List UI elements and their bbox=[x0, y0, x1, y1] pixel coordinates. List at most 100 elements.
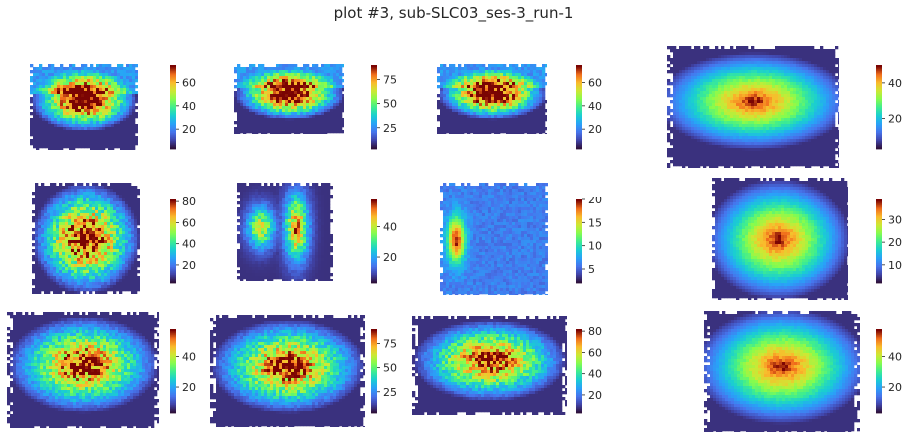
heatmap-cell bbox=[781, 88, 785, 92]
heatmap-cell bbox=[805, 94, 809, 98]
heatmap-cell bbox=[126, 121, 130, 125]
heatmap-cell bbox=[66, 142, 70, 146]
heatmap-cell bbox=[533, 85, 537, 89]
heatmap-cell bbox=[727, 64, 731, 68]
heatmap-cell bbox=[108, 136, 112, 140]
colorbar-tick-label: 40 bbox=[182, 100, 196, 113]
heatmap-cell bbox=[285, 85, 289, 89]
heatmap-cell bbox=[787, 115, 791, 119]
heatmap-cell bbox=[45, 73, 49, 77]
heatmap-cell bbox=[488, 64, 492, 68]
heatmap-cell bbox=[120, 82, 124, 86]
heatmap-cell bbox=[267, 109, 271, 113]
heatmap-cell bbox=[497, 103, 501, 107]
heatmap-cell bbox=[793, 151, 797, 155]
heatmap-cell bbox=[736, 145, 740, 149]
heatmap-cell bbox=[72, 106, 76, 110]
heatmap-cell bbox=[700, 88, 704, 92]
heatmap-cell bbox=[784, 49, 788, 53]
heatmap-cell bbox=[51, 73, 55, 77]
colorbar-tick-label: 60 bbox=[588, 77, 602, 90]
heatmap-cell bbox=[443, 115, 447, 119]
colorbar-segment bbox=[576, 97, 582, 100]
heatmap-cell bbox=[787, 112, 791, 116]
heatmap-cell bbox=[312, 67, 316, 71]
heatmap-cell bbox=[754, 109, 758, 113]
heatmap-cell bbox=[706, 109, 710, 113]
heatmap-cell bbox=[700, 67, 704, 71]
heatmap-cell bbox=[69, 76, 73, 80]
heatmap-cell bbox=[676, 154, 680, 158]
heatmap-cell bbox=[93, 118, 97, 122]
heatmap-cell bbox=[312, 127, 316, 131]
heatmap-cell bbox=[673, 142, 677, 146]
heatmap-cell bbox=[757, 61, 761, 65]
heatmap-cell bbox=[36, 139, 40, 143]
heatmap-cell bbox=[745, 142, 749, 146]
heatmap-cell bbox=[676, 127, 680, 131]
heatmap-cell bbox=[697, 103, 701, 107]
heatmap-cell bbox=[676, 148, 680, 152]
heatmap-cell bbox=[63, 106, 67, 110]
heatmap-cell bbox=[802, 76, 806, 80]
heatmap-cell bbox=[60, 106, 64, 110]
heatmap-cell bbox=[715, 52, 719, 56]
heatmap-cell bbox=[739, 85, 743, 89]
heatmap-cell bbox=[730, 127, 734, 131]
heatmap-cell bbox=[742, 124, 746, 128]
heatmap-cell bbox=[832, 142, 836, 146]
heatmap-cell bbox=[33, 136, 37, 140]
heatmap-cell bbox=[751, 55, 755, 59]
heatmap-cell bbox=[814, 91, 818, 95]
heatmap-cell bbox=[258, 112, 262, 116]
heatmap-cell bbox=[333, 100, 337, 104]
heatmap-cell bbox=[234, 70, 238, 74]
heatmap-cell bbox=[252, 88, 256, 92]
heatmap-cell bbox=[703, 115, 707, 119]
heatmap-cell bbox=[297, 100, 301, 104]
heatmap-cell bbox=[811, 91, 815, 95]
heatmap-cell bbox=[309, 121, 313, 125]
heatmap-cell bbox=[473, 79, 477, 83]
heatmap-cell bbox=[820, 79, 824, 83]
heatmap-cell bbox=[294, 70, 298, 74]
heatmap-cell bbox=[464, 79, 468, 83]
heatmap-cell bbox=[48, 79, 52, 83]
heatmap-cell bbox=[805, 49, 809, 53]
heatmap-cell bbox=[87, 103, 91, 107]
heatmap-cell bbox=[754, 52, 758, 56]
heatmap-cell bbox=[730, 160, 734, 164]
heatmap-cell bbox=[700, 85, 704, 89]
heatmap-cell bbox=[542, 127, 546, 131]
heatmap-cell bbox=[805, 130, 809, 134]
heatmap-cell bbox=[114, 127, 118, 131]
heatmap-cell bbox=[246, 103, 250, 107]
heatmap-cell bbox=[799, 49, 803, 53]
heatmap-cell bbox=[482, 124, 486, 128]
heatmap-cell bbox=[464, 130, 468, 134]
heatmap-cell bbox=[802, 88, 806, 92]
heatmap-cell bbox=[697, 94, 701, 98]
heatmap-cell bbox=[533, 97, 537, 101]
heatmap-cell bbox=[330, 97, 334, 101]
heatmap-cell bbox=[48, 112, 52, 116]
heatmap-cell bbox=[135, 106, 138, 110]
heatmap-cell bbox=[99, 121, 103, 125]
heatmap-cell bbox=[476, 106, 480, 110]
heatmap-cell bbox=[135, 97, 138, 101]
heatmap-cell bbox=[69, 85, 73, 89]
heatmap-cell bbox=[105, 73, 109, 77]
heatmap-cell bbox=[491, 109, 495, 113]
heatmap-cell bbox=[769, 85, 773, 89]
heatmap-cell bbox=[488, 85, 492, 89]
heatmap-cell bbox=[518, 121, 522, 125]
heatmap-cell bbox=[443, 121, 447, 125]
heatmap-cell bbox=[458, 118, 462, 122]
heatmap-cell bbox=[294, 91, 298, 95]
heatmap-cell bbox=[42, 106, 46, 110]
heatmap-cell bbox=[748, 148, 752, 152]
heatmap-cell bbox=[440, 85, 444, 89]
heatmap-cell bbox=[93, 136, 97, 140]
heatmap-cell bbox=[790, 52, 794, 56]
heatmap-cell bbox=[521, 64, 525, 68]
